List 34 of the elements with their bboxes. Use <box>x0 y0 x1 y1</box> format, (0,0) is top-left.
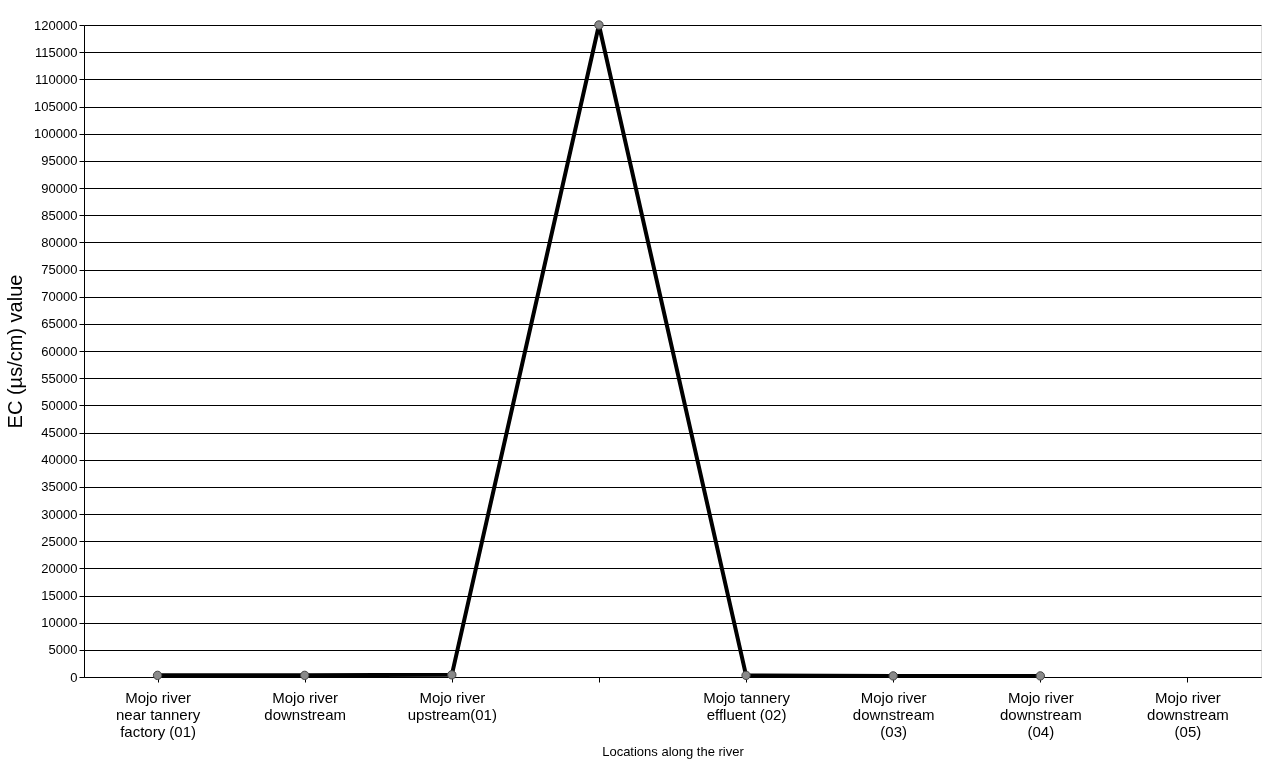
y-tick-label: 15000 <box>41 588 78 603</box>
y-tick-label: 120000 <box>34 17 78 33</box>
y-tick-label: 40000 <box>41 452 78 468</box>
y-tick-label: 25000 <box>41 533 78 549</box>
y-tick-label: 110000 <box>35 71 78 87</box>
y-tick-label: 55000 <box>41 370 78 386</box>
y-tick-label: 20000 <box>41 560 78 576</box>
x-tick-label: Mojo river downstream (05) <box>1147 688 1229 740</box>
y-tick-label: 80000 <box>41 234 78 250</box>
y-tick-label: 70000 <box>41 289 78 305</box>
x-tick-label: Mojo river downstream (03) <box>852 688 935 740</box>
x-tick-label: Mojo river downstream <box>264 688 347 723</box>
y-tick-label: 95000 <box>41 153 78 169</box>
y-tick-label: 35000 <box>41 479 78 495</box>
x-tick-label: Mojo river near tannery factory (01) <box>115 688 201 740</box>
y-tick-label: 105000 <box>34 99 78 114</box>
y-tick-label: 5000 <box>48 642 78 658</box>
x-tick-label: Mojo tannery effluent (02) <box>703 688 791 723</box>
y-tick-label: 50000 <box>41 397 78 413</box>
x-axis-title: Locations along the river <box>602 743 745 759</box>
y-tick-label: 65000 <box>41 316 78 332</box>
y-tick-label: 45000 <box>41 425 78 440</box>
x-tick-label: Mojo river upstream(01) <box>407 688 497 723</box>
y-tick-label: 115000 <box>35 44 78 60</box>
y-tick-label: 30000 <box>41 506 78 522</box>
y-tick-label: 90000 <box>41 180 78 196</box>
x-tick-label: Mojo river downstream (04) <box>999 688 1082 740</box>
y-tick-label: 75000 <box>41 262 78 277</box>
y-axis-title: EC (µs/cm) value <box>4 274 27 429</box>
y-tick-label: 0 <box>70 669 78 685</box>
y-tick-label: 60000 <box>41 343 78 359</box>
y-tick-label: 85000 <box>41 207 78 223</box>
y-tick-label: 100000 <box>34 126 78 142</box>
y-tick-label: 10000 <box>41 615 78 631</box>
